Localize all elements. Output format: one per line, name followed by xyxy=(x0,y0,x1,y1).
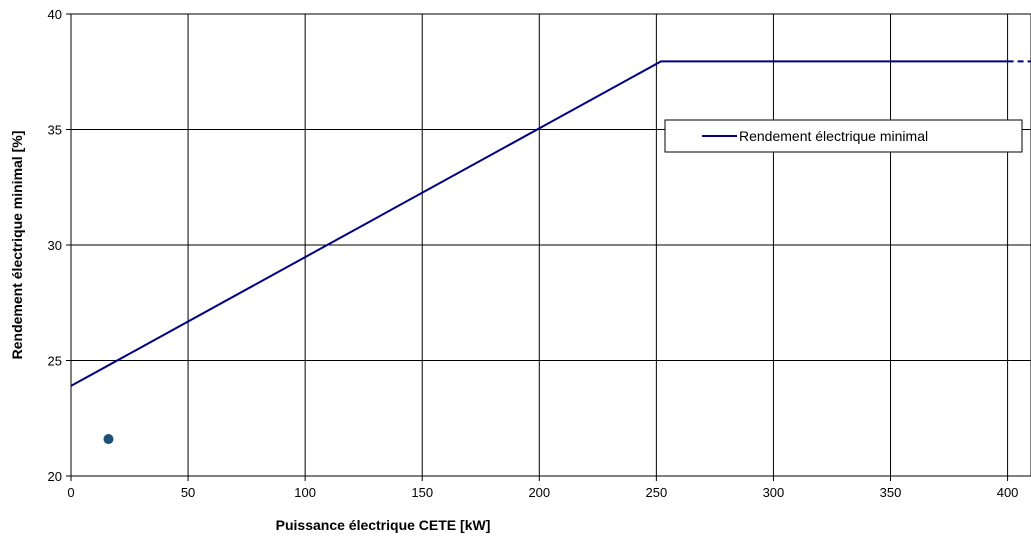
grid-lines xyxy=(71,14,1031,476)
y-tick-label: 25 xyxy=(48,354,62,369)
y-tick-label: 35 xyxy=(48,123,62,138)
x-tick-label: 350 xyxy=(880,485,902,500)
legend-label: Rendement électrique minimal xyxy=(739,128,928,144)
x-tick-label: 0 xyxy=(67,485,74,500)
y-tick-label: 30 xyxy=(48,238,62,253)
x-tick-label: 50 xyxy=(181,485,195,500)
y-tick-label: 20 xyxy=(48,469,62,484)
series-line xyxy=(70,60,1008,387)
data-point xyxy=(103,434,114,445)
y-axis-title: Rendement électrique minimal [%] xyxy=(9,131,25,360)
points-group xyxy=(103,434,114,445)
y-tick-label: 40 xyxy=(48,7,62,22)
x-tick-label: 300 xyxy=(763,485,785,500)
legend: Rendement électrique minimal xyxy=(664,119,1023,153)
x-axis-title: Puissance électrique CETE [kW] xyxy=(276,517,491,533)
x-tick-label: 200 xyxy=(528,485,550,500)
x-tick-label: 100 xyxy=(294,485,316,500)
axis-ticks: 0 50 100 150 200 250 300 350 400 20 25 30 35 40 xyxy=(48,7,1019,500)
x-tick-label: 250 xyxy=(646,485,668,500)
x-tick-label: 150 xyxy=(411,485,433,500)
series-group xyxy=(70,60,1031,387)
x-tick-label: 400 xyxy=(997,485,1019,500)
